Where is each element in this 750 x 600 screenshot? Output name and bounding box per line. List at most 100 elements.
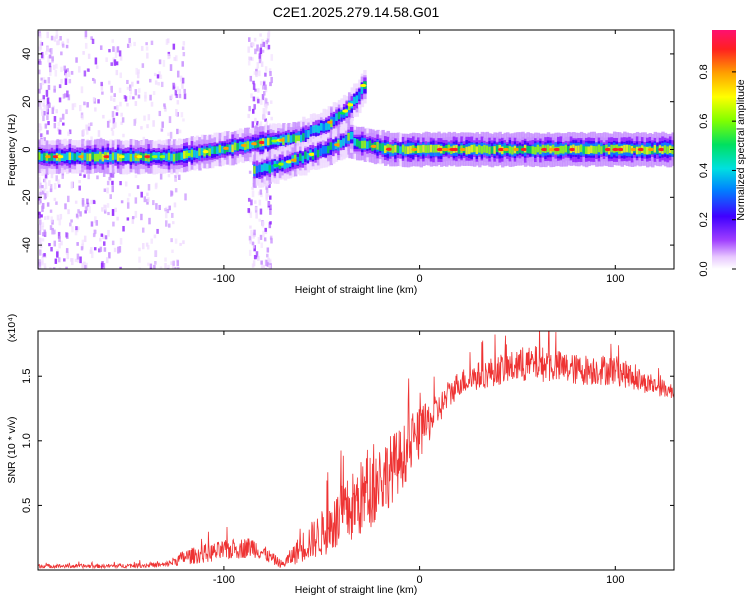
heatmap-cell [47, 77, 51, 84]
heatmap-cell [43, 188, 46, 192]
heatmap-cell [87, 126, 91, 131]
heatmap-cell [198, 148, 202, 156]
heatmap-cell [270, 54, 274, 61]
heatmap-cell [53, 122, 57, 129]
heatmap-cell [66, 90, 69, 98]
heatmap-cell [53, 183, 57, 190]
heatmap-cell [49, 188, 53, 193]
heatmap-cell [247, 60, 251, 66]
heatmap-cell [41, 238, 45, 242]
heatmap-cell [119, 181, 122, 186]
heatmap-cell [116, 216, 119, 221]
heatmap-cell [46, 215, 50, 220]
heatmap-cell [267, 111, 271, 116]
heatmap-cell [86, 198, 89, 205]
heatmap-cell [140, 213, 143, 221]
heatmap-peak [290, 158, 298, 162]
heatmap-cell [110, 95, 113, 101]
heatmap-cell [255, 251, 259, 258]
heatmap-cell [264, 259, 268, 267]
heatmap-cell [269, 100, 273, 104]
heatmap-cell [74, 200, 78, 204]
heatmap-cell [41, 184, 44, 189]
heatmap-cell [66, 38, 70, 44]
heatmap-cell [263, 237, 267, 242]
heatmap-cell [95, 220, 99, 226]
heatmap-cell [38, 123, 41, 128]
heatmap-cell [50, 171, 54, 179]
heatmap-cell [100, 81, 103, 87]
heatmap-cell [170, 153, 174, 162]
heatmap-peak [184, 152, 192, 157]
heatmap-cell [39, 98, 42, 104]
heatmap-cell [38, 177, 41, 182]
heatmap-cell [112, 57, 115, 63]
heatmap-cell [247, 113, 250, 119]
heatmap-cell [404, 146, 408, 154]
heatmap-cell [175, 171, 178, 177]
heatmap-cell [164, 257, 167, 262]
heatmap-cell [268, 183, 271, 188]
heatmap-cell [296, 156, 300, 165]
heatmap-cell [80, 86, 84, 94]
heatmap-cell [518, 145, 523, 154]
heatmap-cell [149, 263, 153, 269]
heatmap-cell [141, 63, 145, 68]
heatmap-cell [43, 110, 46, 116]
heatmap-cell [158, 59, 162, 65]
heatmap-cell [91, 38, 95, 45]
heatmap-cell [327, 145, 331, 154]
heatmap-peak [251, 142, 258, 146]
heatmap-cell [267, 32, 270, 39]
heatmap-cell [127, 153, 131, 161]
heatmap-cell [112, 46, 115, 52]
heatmap-cell [600, 146, 604, 154]
heatmap-cell [46, 97, 50, 104]
heatmap-cell [286, 160, 290, 168]
heatmap-cell [67, 195, 70, 203]
heatmap-peak [271, 139, 278, 143]
heatmap-cell [136, 80, 140, 84]
heatmap-cell [262, 107, 266, 115]
heatmap-cell [172, 221, 175, 225]
heatmap-cell [90, 199, 93, 205]
heatmap-cell [261, 49, 265, 53]
heatmap-cell [145, 46, 149, 51]
heatmap-peak [647, 147, 655, 152]
heatmap-cell [49, 65, 52, 73]
heatmap-cell [57, 39, 61, 45]
heatmap-peak [617, 147, 624, 152]
heatmap-cell [269, 221, 272, 225]
heatmap-cell [169, 131, 173, 139]
heatmap-cell [108, 80, 111, 85]
heatmap-cell [261, 39, 264, 45]
heatmap-cell [646, 146, 650, 155]
heatmap-cell [39, 133, 43, 138]
heatmap-cell [166, 38, 170, 44]
heatmap-cell [271, 164, 275, 173]
heatmap-cell [60, 51, 63, 56]
heatmap-cell [268, 222, 272, 229]
heatmap-cell [467, 146, 472, 154]
heatmap-cell [176, 100, 180, 105]
heatmap-cell [299, 153, 303, 162]
heatmap-cell [266, 253, 269, 258]
heatmap-cell [262, 230, 265, 238]
heatmap-cell [259, 234, 263, 240]
heatmap-cell [183, 88, 186, 94]
heatmap-cell [114, 47, 118, 54]
heatmap-cell [143, 115, 146, 121]
heatmap-cell [85, 262, 88, 269]
heatmap-cell [95, 65, 99, 69]
heatmap-cell [254, 48, 257, 55]
heatmap-cell [45, 50, 48, 55]
heatmap-cell [54, 258, 58, 264]
heatmap-cell [257, 98, 260, 104]
heatmap-cell [562, 145, 566, 154]
heatmap-cell [144, 95, 147, 102]
x-tick-label: 100 [606, 574, 624, 586]
heatmap-cell [113, 106, 117, 110]
heatmap-cell [108, 48, 111, 53]
heatmap-cell [147, 262, 150, 266]
heatmap-cell [128, 95, 132, 100]
